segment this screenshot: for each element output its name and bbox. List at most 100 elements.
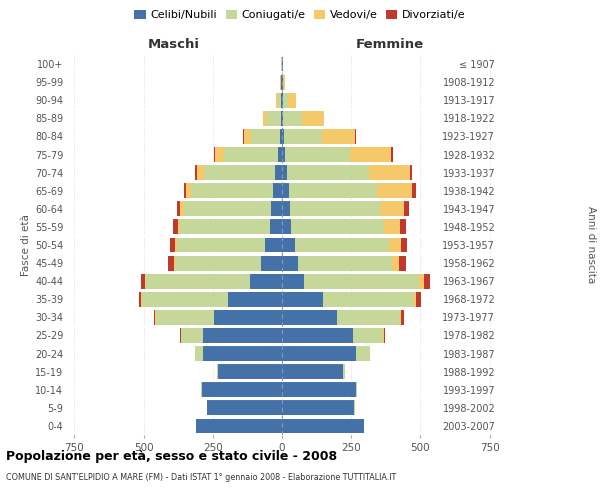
Bar xyxy=(181,202,184,216)
Bar xyxy=(419,274,424,288)
Bar xyxy=(181,220,271,234)
Bar xyxy=(282,165,287,180)
Bar xyxy=(196,346,203,361)
Bar xyxy=(404,202,409,216)
Bar xyxy=(181,328,203,343)
Bar xyxy=(168,256,174,270)
Bar xyxy=(177,202,181,216)
Bar xyxy=(145,274,146,288)
Bar xyxy=(282,328,353,343)
Bar xyxy=(323,292,414,306)
Bar xyxy=(173,220,178,234)
Bar xyxy=(401,238,407,252)
Bar xyxy=(282,238,295,252)
Bar xyxy=(197,165,205,180)
Bar xyxy=(251,129,280,144)
Bar xyxy=(283,93,288,108)
Bar xyxy=(261,256,282,270)
Bar xyxy=(391,147,393,162)
Bar xyxy=(218,364,282,379)
Bar xyxy=(282,310,337,325)
Bar xyxy=(383,220,400,234)
Bar xyxy=(184,184,186,198)
Bar xyxy=(282,382,356,397)
Bar xyxy=(265,238,282,252)
Bar xyxy=(353,328,383,343)
Bar xyxy=(142,292,228,306)
Bar xyxy=(205,165,275,180)
Bar xyxy=(401,310,404,325)
Bar xyxy=(282,111,283,126)
Bar xyxy=(217,364,218,379)
Bar xyxy=(380,202,404,216)
Bar xyxy=(214,147,215,162)
Bar xyxy=(280,129,282,144)
Bar xyxy=(191,184,273,198)
Bar xyxy=(263,111,268,126)
Bar xyxy=(282,400,354,415)
Bar xyxy=(250,274,282,288)
Text: COMUNE DI SANT'ELPIDIO A MARE (FM) - Dati ISTAT 1° gennaio 2008 - Elaborazione T: COMUNE DI SANT'ELPIDIO A MARE (FM) - Dat… xyxy=(6,472,396,482)
Bar xyxy=(281,111,282,126)
Bar xyxy=(282,274,304,288)
Bar xyxy=(302,111,324,126)
Bar xyxy=(186,184,191,198)
Bar xyxy=(337,310,400,325)
Bar xyxy=(271,202,282,216)
Text: Femmine: Femmine xyxy=(356,38,424,52)
Bar xyxy=(322,129,355,144)
Bar xyxy=(282,346,356,361)
Bar xyxy=(244,129,251,144)
Bar xyxy=(368,165,410,180)
Bar xyxy=(202,382,282,397)
Bar xyxy=(278,147,282,162)
Bar xyxy=(278,93,281,108)
Bar xyxy=(276,93,278,108)
Bar xyxy=(215,147,224,162)
Bar xyxy=(175,256,261,270)
Bar xyxy=(196,165,197,180)
Bar xyxy=(146,274,250,288)
Bar xyxy=(271,220,282,234)
Bar xyxy=(174,256,175,270)
Bar xyxy=(196,418,282,434)
Bar xyxy=(170,238,175,252)
Bar xyxy=(282,220,291,234)
Bar xyxy=(416,292,421,306)
Bar xyxy=(214,310,282,325)
Bar xyxy=(355,129,356,144)
Bar xyxy=(273,184,282,198)
Bar xyxy=(175,238,177,252)
Bar xyxy=(389,238,401,252)
Bar xyxy=(282,256,298,270)
Bar xyxy=(400,310,401,325)
Bar xyxy=(282,418,364,434)
Text: Maschi: Maschi xyxy=(148,38,200,52)
Bar xyxy=(282,202,290,216)
Bar xyxy=(398,256,406,270)
Bar xyxy=(203,328,282,343)
Bar xyxy=(424,274,430,288)
Bar xyxy=(298,256,392,270)
Bar xyxy=(290,202,380,216)
Bar xyxy=(304,274,419,288)
Bar xyxy=(295,238,389,252)
Bar xyxy=(275,165,282,180)
Bar xyxy=(412,184,416,198)
Bar xyxy=(392,256,398,270)
Bar xyxy=(350,147,391,162)
Bar xyxy=(207,400,282,415)
Bar xyxy=(283,74,285,90)
Bar xyxy=(343,364,345,379)
Bar xyxy=(154,310,155,325)
Legend: Celibi/Nubili, Coniugati/e, Vedovi/e, Divorziati/e: Celibi/Nubili, Coniugati/e, Vedovi/e, Di… xyxy=(130,6,470,25)
Bar xyxy=(400,220,406,234)
Bar xyxy=(224,147,278,162)
Bar xyxy=(384,328,385,343)
Bar xyxy=(291,220,383,234)
Bar xyxy=(286,147,350,162)
Bar xyxy=(356,346,370,361)
Bar xyxy=(282,147,286,162)
Bar xyxy=(156,310,214,325)
Bar xyxy=(141,274,145,288)
